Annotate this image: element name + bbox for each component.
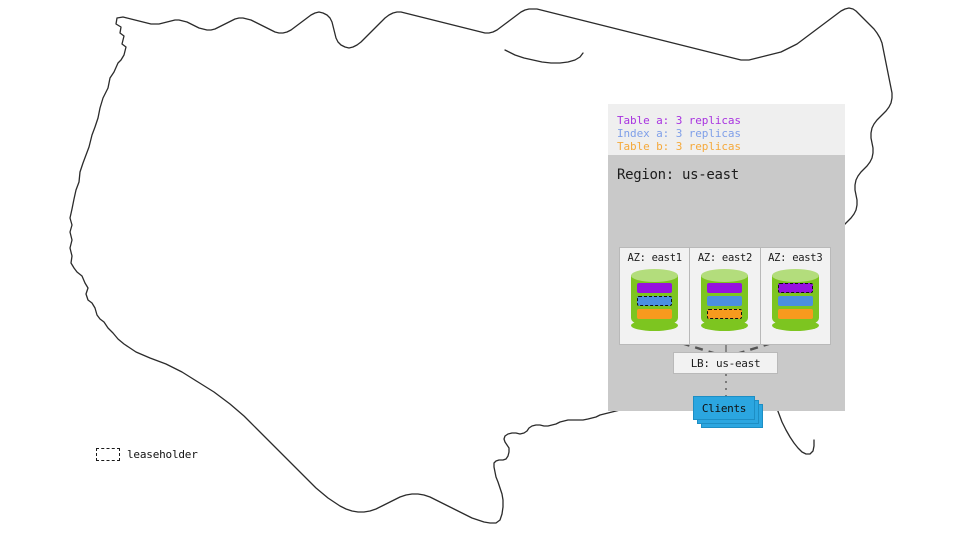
us-mainland-path xyxy=(69,7,893,524)
replica-legend-item-index-a: Index a: 3 replicas xyxy=(617,127,741,141)
replica-bars-east1 xyxy=(637,283,673,319)
clients-stack[interactable]: Clients xyxy=(693,396,765,428)
az-cell-east1[interactable]: AZ: east1 xyxy=(619,247,691,345)
replica-bar-table-a-east3-leaseholder xyxy=(777,283,813,293)
load-balancer-box[interactable]: LB: us-east xyxy=(673,352,778,374)
leaseholder-legend-label: leaseholder xyxy=(127,448,198,461)
az-row: AZ: east1 AZ: east2 xyxy=(619,247,831,345)
region-title: Region: us-east xyxy=(617,167,739,183)
region-body: Region: us-east AZ: east1 xyxy=(608,155,845,428)
cylinder-top-east2 xyxy=(701,269,749,282)
replica-bars-east2 xyxy=(707,283,743,319)
leaseholder-legend: leaseholder xyxy=(96,448,198,461)
az-cell-east2[interactable]: AZ: east2 xyxy=(689,247,761,345)
leaseholder-swatch-icon xyxy=(96,448,120,461)
cylinder-top-east3 xyxy=(771,269,819,282)
node-cylinder-east3[interactable] xyxy=(771,269,819,331)
replica-bar-table-a-east2 xyxy=(707,283,743,293)
az-cell-east3[interactable]: AZ: east3 xyxy=(759,247,831,345)
az-label-east2: AZ: east2 xyxy=(697,252,753,264)
great-lakes-detail-path xyxy=(504,49,584,64)
replica-legend-item-table-a: Table a: 3 replicas xyxy=(617,114,741,127)
node-cylinder-east1[interactable] xyxy=(631,269,679,331)
replica-bar-table-b-east2-leaseholder xyxy=(707,309,743,319)
replica-bar-table-b-east3 xyxy=(777,309,813,319)
replica-bar-index-a-east1-leaseholder xyxy=(637,296,673,306)
region-panel: Table a: 3 replicas Index a: 3 replicas … xyxy=(608,104,845,428)
replica-legend-item-table-b: Table b: 3 replicas xyxy=(617,140,741,154)
cylinder-top-east1 xyxy=(631,269,679,282)
replica-legend: Table a: 3 replicas Index a: 3 replicas … xyxy=(608,104,845,155)
az-label-east3: AZ: east3 xyxy=(768,252,823,264)
replica-bar-table-b-east1 xyxy=(637,309,673,319)
node-cylinder-east2[interactable] xyxy=(701,269,749,331)
az-label-east1: AZ: east1 xyxy=(627,252,683,264)
client-card-front[interactable]: Clients xyxy=(693,396,755,420)
replica-bar-index-a-east2 xyxy=(707,296,743,306)
replica-bar-index-a-east3 xyxy=(777,296,813,306)
replica-bar-table-a-east1 xyxy=(637,283,673,293)
replica-bars-east3 xyxy=(777,283,813,319)
